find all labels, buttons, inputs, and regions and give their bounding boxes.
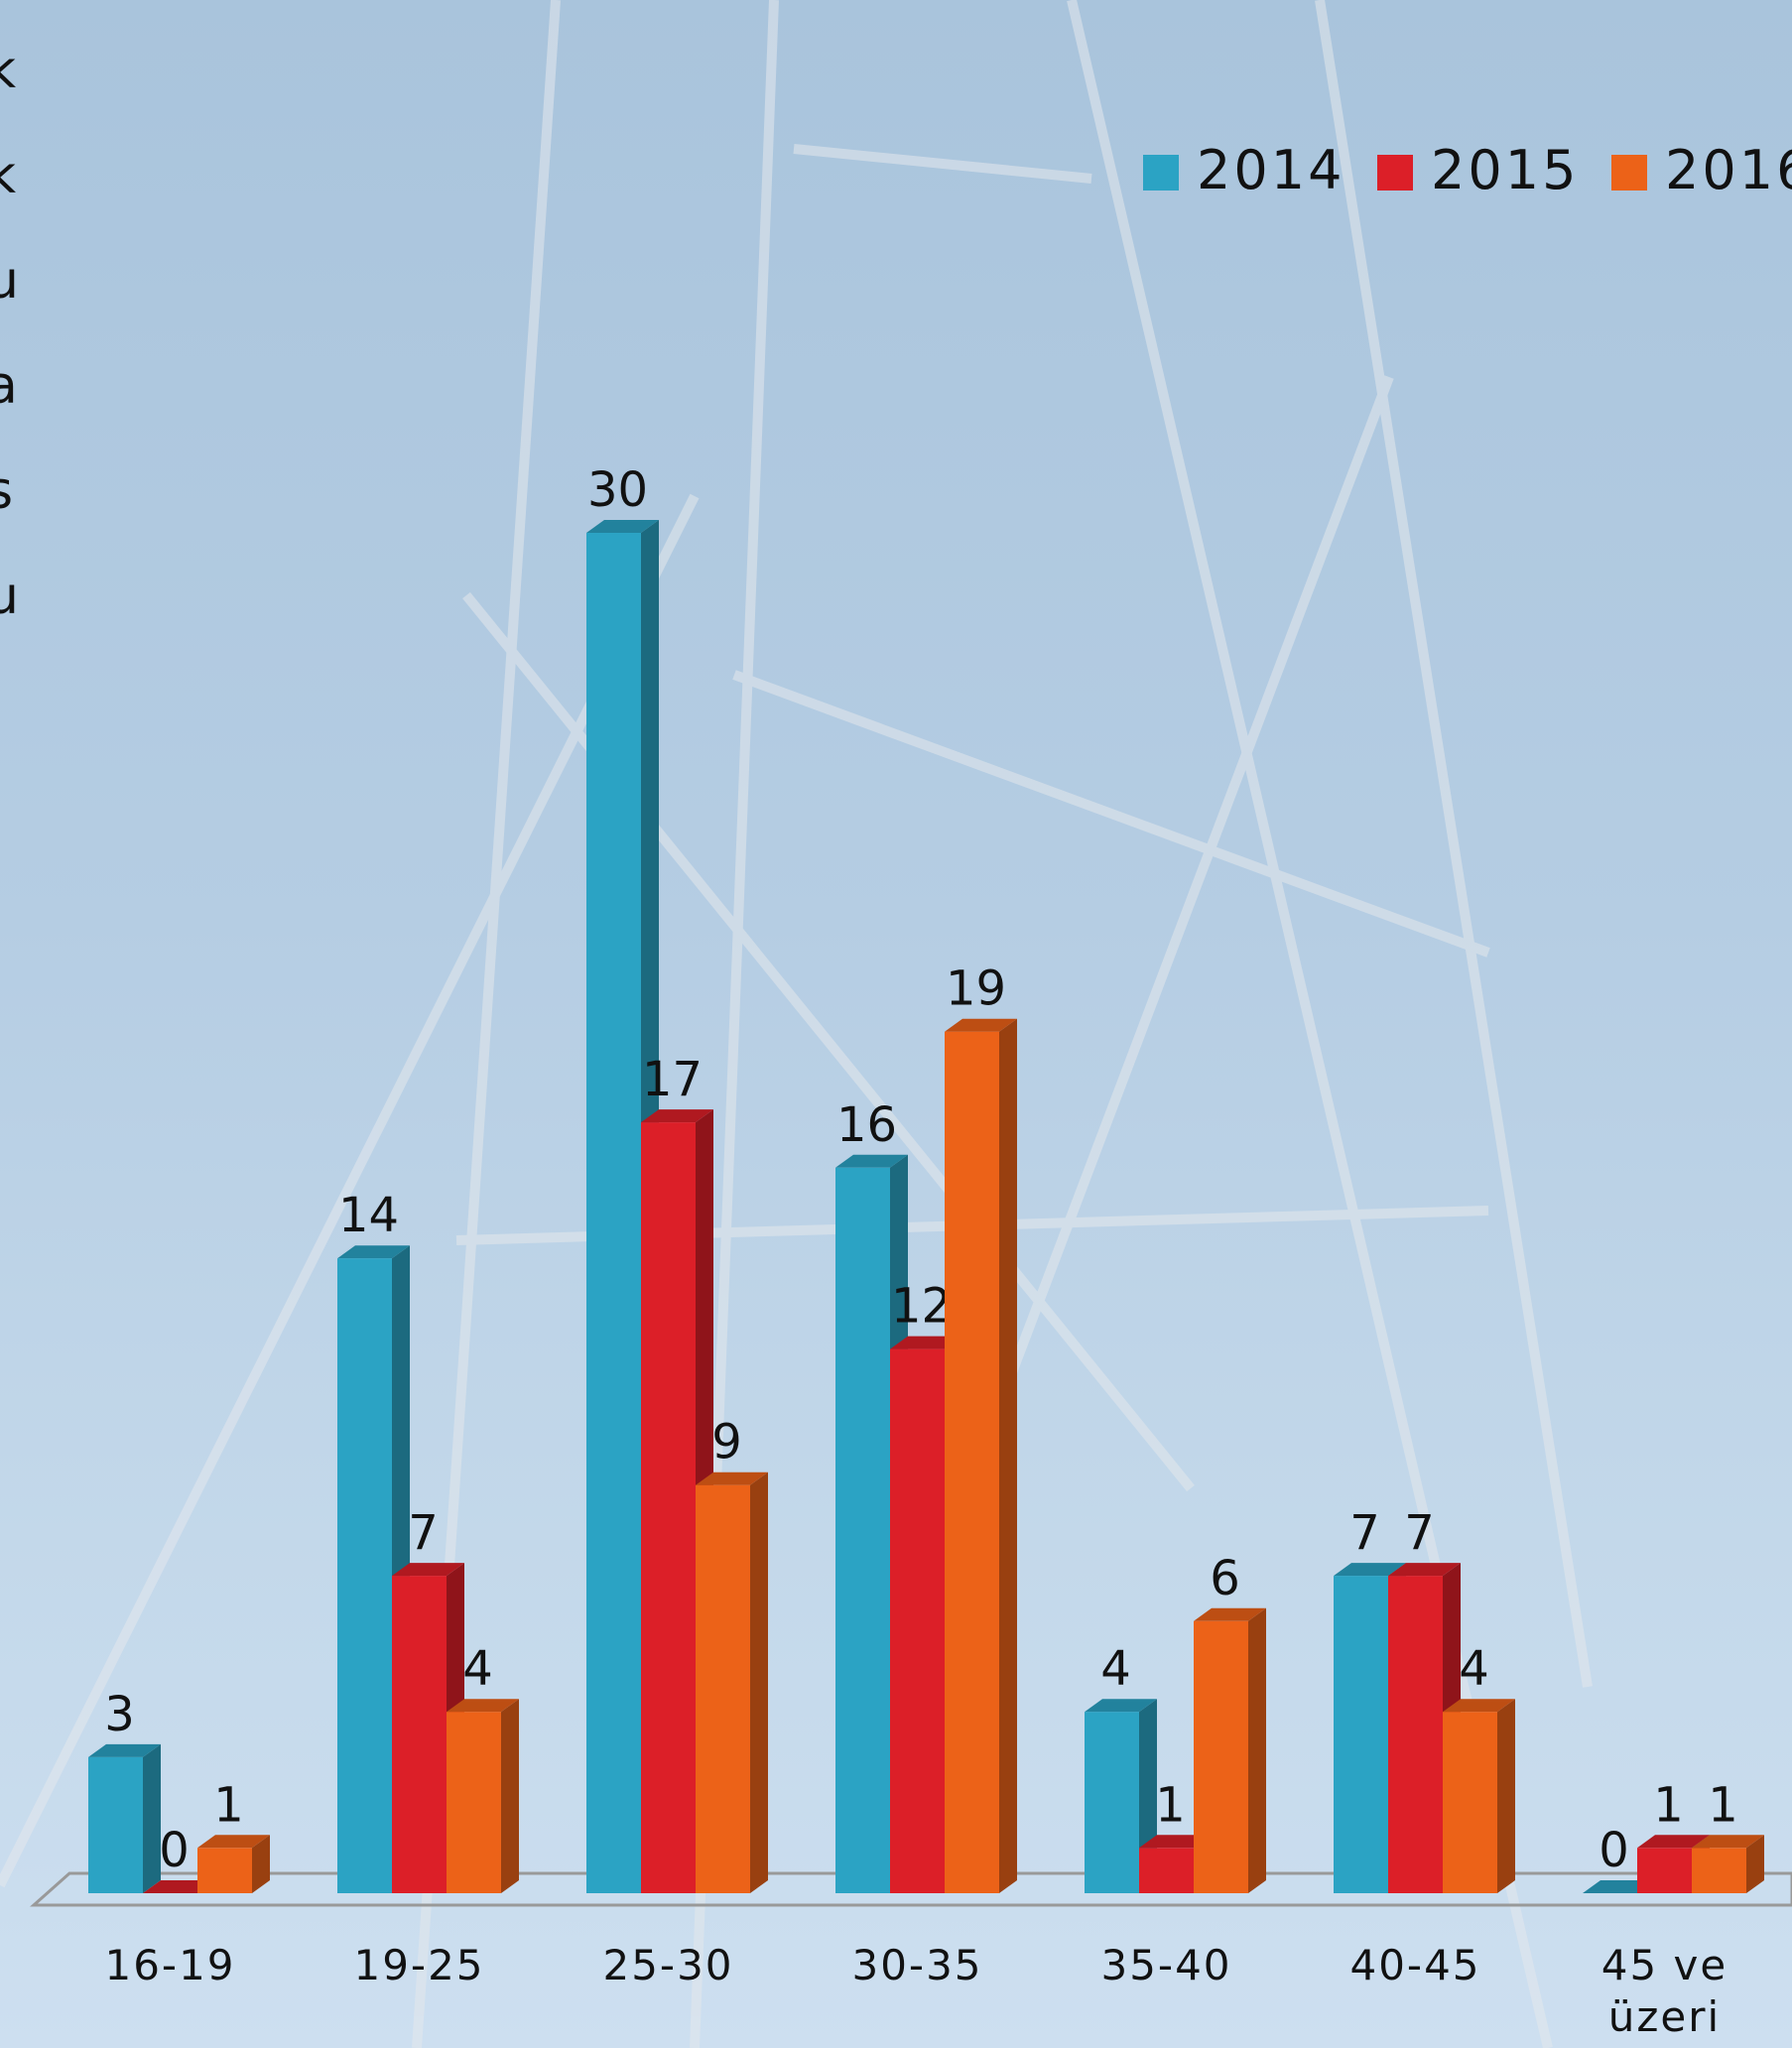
bar-top — [1443, 1699, 1515, 1713]
bar-top — [586, 520, 659, 533]
bar-top — [1388, 1563, 1461, 1577]
bar-top — [890, 1336, 962, 1349]
edge-text: k — [0, 41, 16, 100]
bar-top — [447, 1699, 519, 1713]
data-label: 14 — [338, 1188, 399, 1243]
x-tick-label: 35-40 — [1100, 1941, 1232, 1989]
data-label: 16 — [836, 1097, 897, 1153]
bar — [1692, 1848, 1746, 1893]
data-label: 0 — [159, 1823, 190, 1878]
bar — [696, 1484, 750, 1893]
x-tick-label: 25-30 — [602, 1941, 734, 1989]
data-label: 19 — [946, 961, 1006, 1017]
bar — [1139, 1848, 1194, 1893]
bar — [197, 1848, 252, 1893]
bar — [392, 1576, 447, 1893]
bar-side — [1248, 1607, 1266, 1893]
data-label: 4 — [462, 1641, 493, 1697]
data-label: 7 — [1349, 1505, 1380, 1561]
bar-side — [750, 1472, 768, 1893]
bar — [1443, 1712, 1497, 1893]
data-label: 7 — [1404, 1505, 1435, 1561]
x-tick-label: 19-25 — [353, 1941, 485, 1989]
bar-top — [696, 1472, 768, 1485]
bar-top — [1334, 1563, 1406, 1577]
bar — [1194, 1620, 1248, 1893]
bar — [641, 1122, 696, 1893]
data-label: 1 — [1708, 1777, 1738, 1833]
bar-top — [1085, 1699, 1157, 1713]
bar-top — [88, 1743, 161, 1757]
data-label: 17 — [642, 1052, 703, 1107]
bar — [1637, 1848, 1692, 1893]
bar-top — [945, 1018, 1017, 1032]
bar-top — [1637, 1835, 1710, 1849]
bar-side — [1746, 1835, 1764, 1893]
bar-side — [1497, 1699, 1515, 1893]
bar-top — [337, 1245, 410, 1259]
data-label: 3 — [104, 1687, 135, 1742]
bar — [835, 1167, 890, 1893]
data-label: 12 — [891, 1279, 952, 1335]
edge-text: u — [0, 251, 19, 311]
bar — [88, 1756, 143, 1893]
edge-text: k — [0, 146, 16, 205]
data-label: 0 — [1599, 1823, 1629, 1878]
bar-top — [1692, 1835, 1764, 1849]
bar — [890, 1348, 945, 1893]
data-label: 1 — [213, 1777, 244, 1833]
legend-swatch — [1143, 155, 1179, 191]
bar — [337, 1258, 392, 1893]
bar — [945, 1031, 999, 1893]
bar-top — [1139, 1835, 1212, 1849]
x-tick-label: 40-45 — [1349, 1941, 1481, 1989]
bar-side — [999, 1018, 1017, 1893]
bar-top — [197, 1835, 270, 1849]
edge-text: u — [0, 567, 19, 626]
data-label: 30 — [587, 462, 648, 518]
legend-label: 2015 — [1431, 139, 1579, 201]
bar — [1334, 1576, 1388, 1893]
bar-side — [143, 1743, 161, 1893]
data-label: 1 — [1653, 1777, 1684, 1833]
bar-top — [835, 1154, 908, 1168]
data-label: 1 — [1155, 1777, 1186, 1833]
bar-side — [501, 1699, 519, 1893]
x-tick-label: 45 ve üzeri — [1600, 1941, 1728, 2041]
legend-swatch — [1611, 155, 1647, 191]
bar-top — [1583, 1880, 1655, 1893]
data-label: 7 — [408, 1505, 439, 1561]
legend-label: 2014 — [1197, 139, 1344, 201]
legend-swatch — [1377, 155, 1413, 191]
bar-top — [641, 1109, 713, 1123]
bar — [1085, 1712, 1139, 1893]
x-tick-label: 16-19 — [104, 1941, 236, 1989]
bar-top — [1194, 1607, 1266, 1621]
bar — [447, 1712, 501, 1893]
edge-text: a — [0, 356, 18, 416]
edge-text: s — [0, 461, 13, 521]
data-label: 4 — [1100, 1641, 1131, 1697]
bar — [1388, 1576, 1443, 1893]
data-label: 9 — [711, 1415, 742, 1471]
bar-side — [252, 1835, 270, 1893]
data-label: 4 — [1459, 1641, 1489, 1697]
x-tick-label: 30-35 — [851, 1941, 983, 1989]
bar-top — [143, 1880, 215, 1893]
legend-label: 2016 — [1665, 139, 1792, 201]
bar — [586, 533, 641, 1893]
data-label: 6 — [1210, 1551, 1240, 1606]
bar-top — [392, 1563, 464, 1577]
